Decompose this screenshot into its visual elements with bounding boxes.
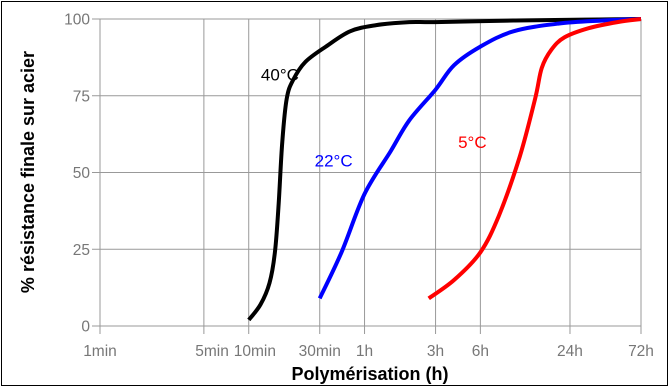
x-tick-label: 6h: [472, 343, 489, 360]
x-axis-title: Polymérisation (h): [291, 364, 448, 384]
x-tick-label: 24h: [557, 343, 583, 360]
y-tick-label: 0: [81, 319, 90, 336]
y-tick-label: 50: [73, 165, 91, 182]
y-axis-title: % résistance finale sur acier: [18, 51, 38, 293]
grid: [99, 18, 642, 334]
x-tick-label: 1h: [356, 343, 373, 360]
x-tick-label: 10min: [234, 343, 276, 360]
x-tick-label: 1min: [83, 343, 117, 360]
series-labels: 40°C 22°C 5°C: [261, 65, 487, 170]
x-tick-label: 3h: [427, 343, 444, 360]
x-axis-ticks: 1min 5min 10min 30min 1h 3h 6h 24h 72h: [83, 343, 654, 360]
y-tick-label: 25: [73, 242, 90, 259]
series-line: [317, 17, 642, 300]
series-label: 40°C: [261, 65, 299, 84]
y-tick-label: 100: [64, 12, 90, 29]
series-line: [427, 17, 642, 301]
series: [247, 17, 642, 322]
x-tick-label: 30min: [299, 343, 341, 360]
series-label: 5°C: [458, 133, 487, 152]
series-line: [247, 17, 642, 322]
x-tick-label: 5min: [195, 343, 229, 360]
series-label: 22°C: [315, 151, 353, 170]
y-tick-label: 75: [73, 88, 90, 105]
y-axis-ticks: 0 25 50 75 100: [64, 12, 100, 336]
x-tick-label: 72h: [628, 343, 654, 360]
